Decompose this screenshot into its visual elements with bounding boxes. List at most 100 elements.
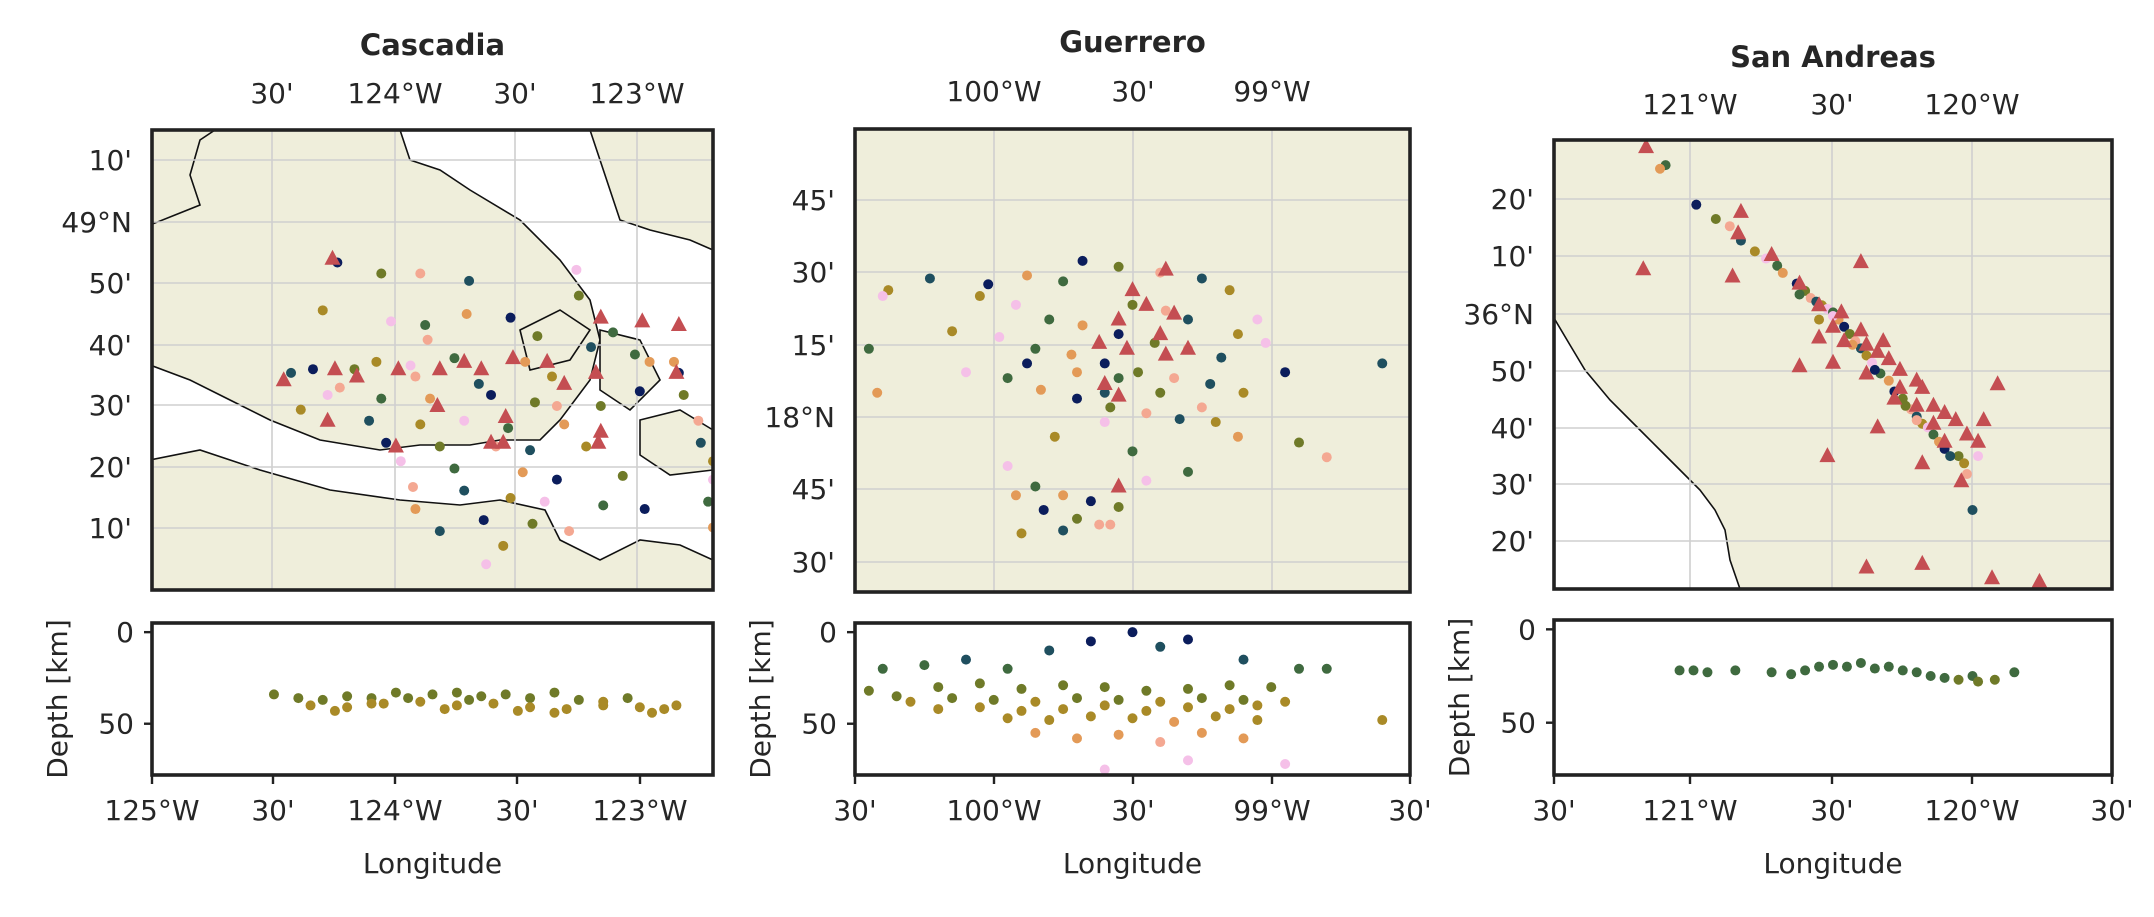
- depth-y-tick-label: 50: [98, 708, 134, 741]
- event-point: [1252, 314, 1263, 325]
- station-marker: [1936, 432, 1953, 448]
- event-point: [547, 371, 558, 382]
- event-point: [1160, 305, 1171, 316]
- depth-point: [1786, 669, 1797, 680]
- depth-point: [476, 691, 487, 702]
- panel-1: Guerrero 100°W 30' 99°W 45' 30' 15' 18°N 45' 30' 0…: [744, 25, 1432, 880]
- event-point: [1691, 199, 1702, 210]
- event-point: [1321, 452, 1332, 463]
- depth-point: [439, 704, 450, 715]
- event-point: [1839, 321, 1850, 332]
- depth-point: [1183, 702, 1193, 713]
- event-point: [1280, 367, 1291, 378]
- depth-point: [1072, 733, 1082, 744]
- depth-point: [342, 691, 353, 702]
- depth-point: [905, 696, 916, 707]
- depth-point: [293, 693, 304, 704]
- depth-point: [1155, 696, 1166, 707]
- event-point: [434, 441, 445, 452]
- event-point: [1655, 163, 1666, 174]
- event-point: [961, 367, 971, 378]
- depth-y-tick-label: 0: [116, 616, 134, 649]
- event-point: [1869, 364, 1880, 375]
- station-marker: [319, 411, 336, 427]
- event-point: [410, 504, 421, 515]
- event-point: [529, 397, 540, 408]
- depth-point: [488, 698, 499, 709]
- depth-x-tick-label: 121°W: [1642, 794, 1737, 827]
- left-tick-label: 36°N: [1463, 298, 1534, 331]
- left-tick-label: 15': [792, 329, 835, 362]
- depth-layer: [268, 687, 682, 718]
- depth-ylabel: Depth [km]: [1443, 618, 1476, 778]
- station-marker: [1958, 425, 1975, 441]
- depth-point: [1377, 715, 1388, 726]
- depth-point: [512, 705, 523, 716]
- depth-point: [1196, 693, 1207, 704]
- depth-point: [500, 689, 511, 700]
- depth-point: [1953, 674, 1964, 685]
- depth-point: [390, 687, 401, 698]
- event-point: [1844, 328, 1855, 339]
- event-point: [425, 393, 436, 404]
- depth-point: [1058, 704, 1069, 715]
- event-point: [459, 485, 470, 496]
- event-point: [1002, 460, 1013, 471]
- panel-title: Cascadia: [360, 28, 505, 62]
- event-point: [1105, 402, 1116, 413]
- depth-layer: [1674, 657, 2020, 687]
- event-point: [532, 331, 543, 342]
- left-tick-label: 40': [1491, 412, 1534, 445]
- event-point: [1377, 358, 1388, 369]
- station-marker: [1869, 418, 1886, 434]
- depth-point: [1674, 665, 1685, 676]
- depth-x-tick-label: 30': [1388, 794, 1431, 827]
- station-marker: [431, 360, 448, 376]
- event-point: [364, 415, 375, 426]
- station-marker: [1124, 281, 1141, 297]
- depth-point: [451, 700, 462, 711]
- event-point: [1196, 273, 1207, 284]
- event-point: [1072, 367, 1082, 378]
- event-point: [1183, 466, 1193, 477]
- depth-point: [1183, 683, 1193, 694]
- depth-x-tick-label: 99°W: [1233, 794, 1310, 827]
- depth-x-tick-label: 30': [495, 794, 538, 827]
- station-marker: [495, 433, 512, 449]
- event-point: [1710, 214, 1721, 225]
- depth-point: [1210, 711, 1221, 722]
- station-marker: [504, 349, 521, 365]
- station-marker: [1118, 339, 1135, 355]
- event-point: [505, 312, 516, 323]
- event-point: [994, 332, 1005, 343]
- station-marker: [1925, 414, 1942, 430]
- event-point: [1085, 496, 1096, 507]
- event-point: [422, 334, 433, 345]
- event-point: [539, 496, 550, 507]
- station-marker: [1914, 554, 1931, 570]
- event-point: [1169, 373, 1180, 384]
- station-marker: [1852, 321, 1869, 337]
- depth-point: [561, 704, 572, 715]
- depth-point: [573, 694, 584, 705]
- station-marker: [592, 422, 609, 438]
- depth-point: [1113, 729, 1124, 740]
- station-marker: [1989, 375, 2006, 391]
- depth-point: [1016, 705, 1027, 716]
- event-point: [1113, 261, 1124, 272]
- event-point: [1044, 314, 1055, 325]
- event-point: [1210, 417, 1221, 428]
- top-tick-label: 99°W: [1233, 75, 1310, 108]
- depth-x-tick-label: 30': [2090, 794, 2133, 827]
- event-point: [1058, 525, 1069, 536]
- event-point: [1072, 393, 1082, 404]
- map-frame: [853, 127, 1412, 594]
- station-marker: [1110, 477, 1127, 493]
- event-point: [947, 326, 958, 337]
- event-point: [1105, 519, 1116, 530]
- event-point: [1232, 329, 1243, 340]
- event-point: [415, 419, 426, 430]
- station-marker: [1110, 310, 1127, 326]
- station-marker: [2031, 572, 2048, 588]
- event-point: [473, 378, 484, 389]
